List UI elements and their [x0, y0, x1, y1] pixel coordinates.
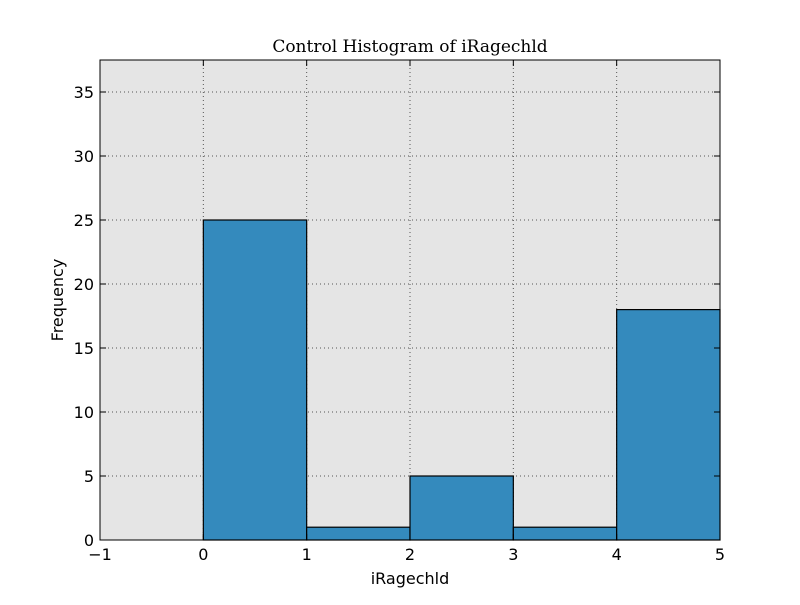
- chart-title: Control Histogram of iRagechld: [272, 37, 547, 57]
- histogram-bar: [202, 219, 308, 541]
- x-tick-label: 3: [508, 545, 518, 564]
- x-tick-label: 1: [302, 545, 312, 564]
- histogram-bar: [512, 526, 618, 541]
- x-tick-label: 4: [612, 545, 622, 564]
- x-tick-label: 2: [405, 545, 415, 564]
- y-tick-label: 20: [74, 275, 94, 294]
- y-tick-label: 10: [74, 403, 94, 422]
- y-tick-label: 15: [74, 339, 94, 358]
- histogram-bar: [616, 309, 721, 541]
- x-tick-label: −1: [88, 545, 112, 564]
- x-axis-label: iRagechld: [371, 569, 450, 588]
- y-tick-label: 35: [74, 83, 94, 102]
- y-tick-label: 30: [74, 147, 94, 166]
- histogram-bar: [409, 475, 514, 541]
- x-tick-label: 5: [715, 545, 725, 564]
- y-axis-label: Frequency: [48, 259, 67, 342]
- y-tick-label: 25: [74, 211, 94, 230]
- histogram-bar: [306, 526, 411, 541]
- x-tick-label: 0: [198, 545, 208, 564]
- y-tick-label: 0: [84, 531, 94, 550]
- y-tick-label: 5: [84, 467, 94, 486]
